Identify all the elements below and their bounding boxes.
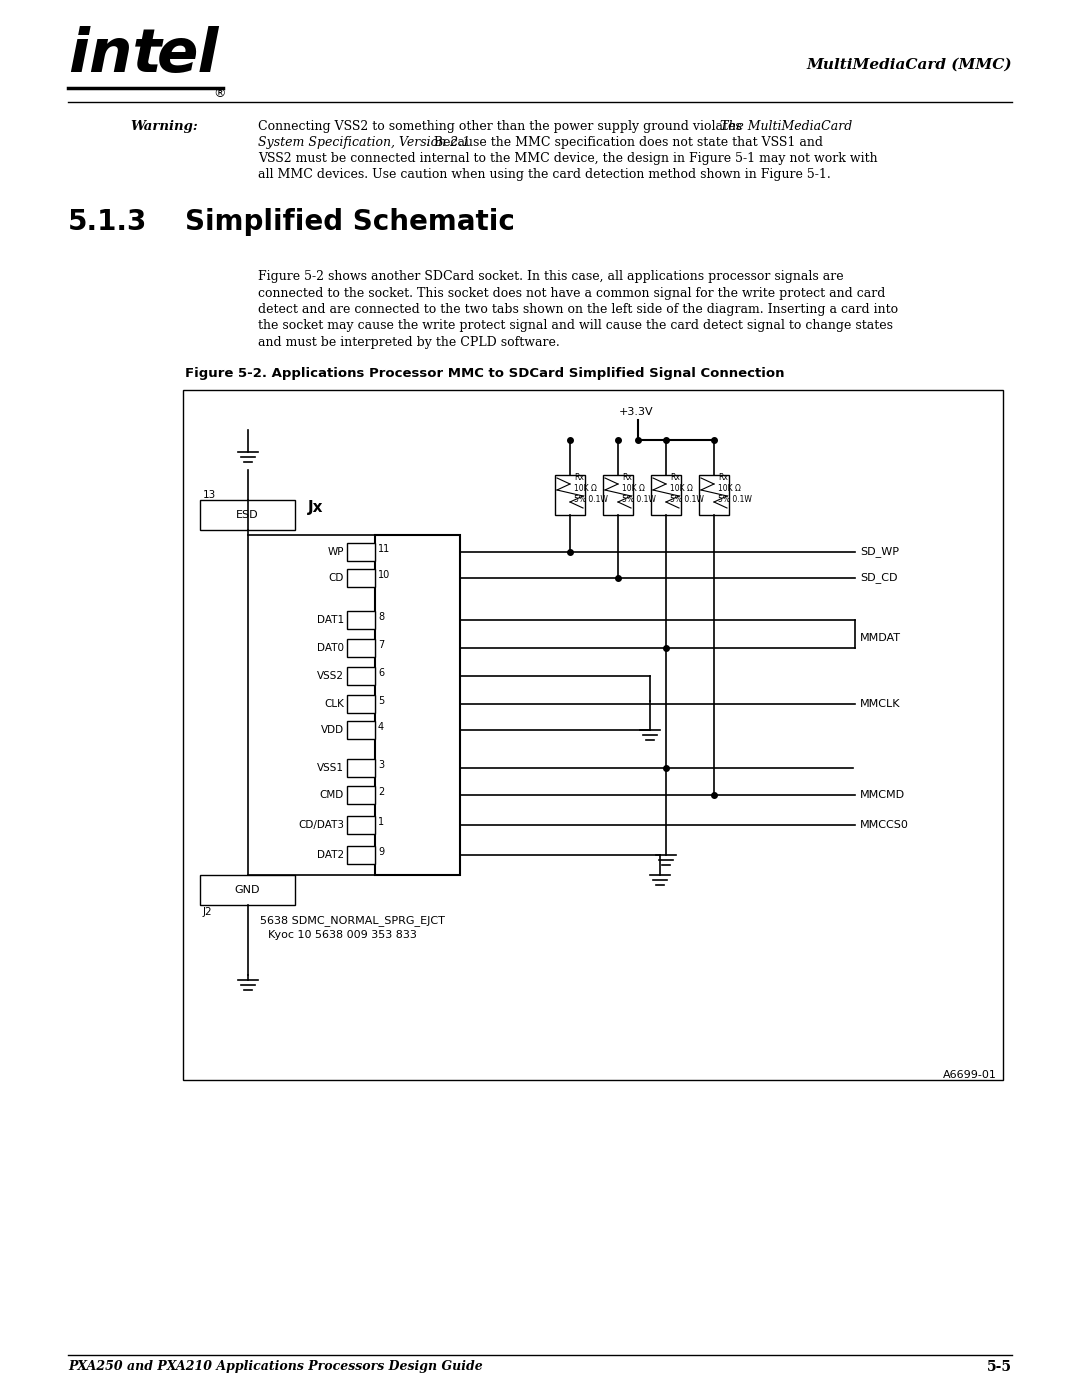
Text: ESD: ESD xyxy=(237,510,259,520)
Text: Connecting VSS2 to something other than the power supply ground violates: Connecting VSS2 to something other than … xyxy=(258,120,746,133)
Bar xyxy=(347,721,375,739)
Text: 3: 3 xyxy=(378,760,384,770)
Text: VSS2 must be connected internal to the MMC device, the design in Figure 5-1 may : VSS2 must be connected internal to the M… xyxy=(258,152,878,165)
Bar xyxy=(347,847,375,863)
Text: Simplified Schematic: Simplified Schematic xyxy=(185,208,515,236)
Text: System Specification, Version 2.1: System Specification, Version 2.1 xyxy=(258,136,470,149)
Text: the socket may cause the write protect signal and will cause the card detect sig: the socket may cause the write protect s… xyxy=(258,320,893,332)
Bar xyxy=(347,638,375,657)
Text: 5638 SDMC_NORMAL_SPRG_EJCT: 5638 SDMC_NORMAL_SPRG_EJCT xyxy=(260,915,445,926)
Bar xyxy=(347,816,375,834)
Bar xyxy=(699,475,729,515)
Text: PXA250 and PXA210 Applications Processors Design Guide: PXA250 and PXA210 Applications Processor… xyxy=(68,1361,483,1373)
Text: +3.3V: +3.3V xyxy=(619,407,653,416)
Text: CLK: CLK xyxy=(324,698,345,710)
Text: SD_CD: SD_CD xyxy=(860,573,897,584)
Text: Rx
10K Ω
5% 0.1W: Rx 10K Ω 5% 0.1W xyxy=(573,474,608,504)
Text: 8: 8 xyxy=(378,612,384,622)
Text: VDD: VDD xyxy=(321,725,345,735)
Text: and must be interpreted by the CPLD software.: and must be interpreted by the CPLD soft… xyxy=(258,337,559,349)
Text: Rx
10K Ω
5% 0.1W: Rx 10K Ω 5% 0.1W xyxy=(670,474,704,504)
Text: 10: 10 xyxy=(378,570,390,580)
Bar xyxy=(651,475,681,515)
Text: Rx
10K Ω
5% 0.1W: Rx 10K Ω 5% 0.1W xyxy=(718,474,752,504)
Text: 9: 9 xyxy=(378,847,384,856)
Text: Figure 5-2. Applications Processor MMC to SDCard Simplified Signal Connection: Figure 5-2. Applications Processor MMC t… xyxy=(185,367,784,380)
Text: Kyoc 10 5638 009 353 833: Kyoc 10 5638 009 353 833 xyxy=(268,930,417,940)
Text: Jx: Jx xyxy=(308,500,324,515)
Bar xyxy=(603,475,633,515)
Text: WP: WP xyxy=(327,548,345,557)
Text: el: el xyxy=(157,27,219,85)
Text: 13: 13 xyxy=(203,490,216,500)
Bar xyxy=(375,535,460,875)
Text: int: int xyxy=(68,27,162,85)
Text: 5.1.3: 5.1.3 xyxy=(68,208,147,236)
Bar xyxy=(555,475,585,515)
Text: ®: ® xyxy=(213,87,226,101)
Text: VSS2: VSS2 xyxy=(318,671,345,680)
Text: CD/DAT3: CD/DAT3 xyxy=(298,820,345,830)
Text: DAT0: DAT0 xyxy=(318,643,345,652)
Text: 7: 7 xyxy=(378,640,384,650)
Text: GND: GND xyxy=(234,886,260,895)
Text: Rx
10K Ω
5% 0.1W: Rx 10K Ω 5% 0.1W xyxy=(622,474,656,504)
Text: Warning:: Warning: xyxy=(130,120,198,133)
Text: 1: 1 xyxy=(378,817,384,827)
Text: 5: 5 xyxy=(378,696,384,705)
Text: DAT1: DAT1 xyxy=(316,615,345,624)
Text: MMDAT: MMDAT xyxy=(860,633,901,643)
Text: detect and are connected to the two tabs shown on the left side of the diagram. : detect and are connected to the two tabs… xyxy=(258,303,899,316)
Text: A6699-01: A6699-01 xyxy=(943,1070,997,1080)
Text: MMCLK: MMCLK xyxy=(860,698,901,710)
Bar xyxy=(200,500,295,529)
Text: MultiMediaCard (MMC): MultiMediaCard (MMC) xyxy=(807,59,1012,73)
Bar xyxy=(347,543,375,562)
Text: SD_WP: SD_WP xyxy=(860,546,899,557)
Text: . Because the MMC specification does not state that VSS1 and: . Because the MMC specification does not… xyxy=(426,136,823,149)
Bar xyxy=(347,610,375,629)
Text: 2: 2 xyxy=(378,787,384,798)
Text: 4: 4 xyxy=(378,722,384,732)
Text: CD: CD xyxy=(328,573,345,583)
Text: connected to the socket. This socket does not have a common signal for the write: connected to the socket. This socket doe… xyxy=(258,286,886,299)
Text: 5-5: 5-5 xyxy=(987,1361,1012,1375)
Text: all MMC devices. Use caution when using the card detection method shown in Figur: all MMC devices. Use caution when using … xyxy=(258,168,831,182)
Text: J2: J2 xyxy=(203,907,213,916)
Bar xyxy=(347,787,375,805)
Text: CMD: CMD xyxy=(320,789,345,800)
Bar xyxy=(347,759,375,777)
Text: MMCMD: MMCMD xyxy=(860,789,905,800)
Bar xyxy=(347,666,375,685)
Text: The MultiMediaCard: The MultiMediaCard xyxy=(720,120,852,133)
Bar xyxy=(183,390,1003,1080)
Text: MMCCS0: MMCCS0 xyxy=(860,820,909,830)
Text: VSS1: VSS1 xyxy=(318,763,345,773)
Text: DAT2: DAT2 xyxy=(316,849,345,861)
Text: 6: 6 xyxy=(378,668,384,678)
Bar xyxy=(200,875,295,905)
Bar xyxy=(347,694,375,712)
Text: Figure 5-2 shows another SDCard socket. In this case, all applications processor: Figure 5-2 shows another SDCard socket. … xyxy=(258,270,843,284)
Bar xyxy=(347,569,375,587)
Text: 11: 11 xyxy=(378,543,390,555)
